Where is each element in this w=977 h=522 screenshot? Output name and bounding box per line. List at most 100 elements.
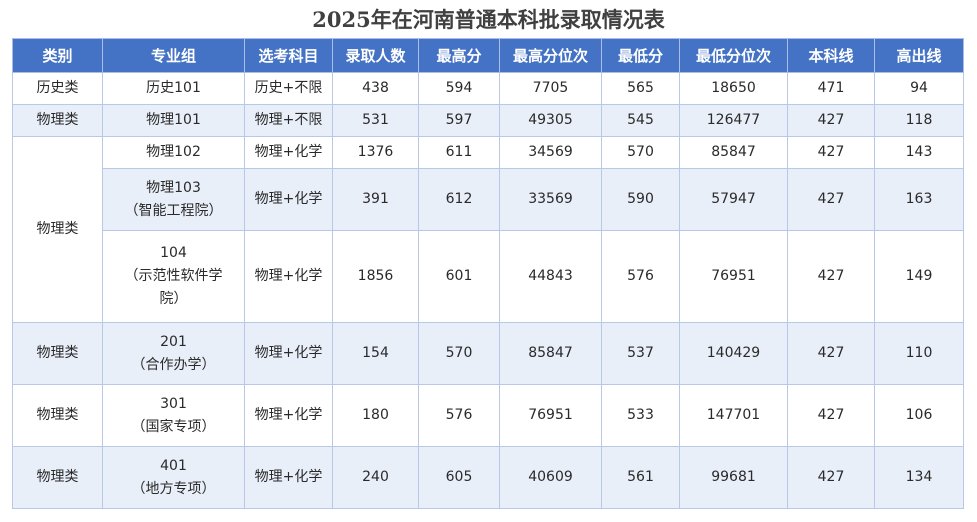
header-group: 专业组	[102, 38, 245, 73]
cell-min-score: 570	[601, 136, 680, 169]
cell-admitted: 391	[332, 168, 419, 231]
header-above-line: 高出线	[874, 38, 964, 73]
cell-line: 427	[787, 104, 875, 137]
group-line: （智能工程院）	[124, 202, 223, 219]
group-line: 104	[160, 245, 187, 261]
cell-category: 物理类	[12, 384, 103, 447]
header-max-rank: 最高分位次	[499, 38, 602, 73]
cell-above-line: 149	[874, 230, 964, 323]
table-row: 物理类 201 （合作办学） 物理+化学 154 570 85847 537 1…	[12, 322, 964, 385]
cell-subjects: 历史+不限	[244, 72, 333, 105]
cell-line: 427	[787, 322, 875, 385]
header-min-score: 最低分	[601, 38, 680, 73]
cell-subjects: 物理+化学	[244, 230, 333, 323]
group-line: 历史101	[146, 80, 201, 96]
cell-category: 物理类	[12, 446, 103, 509]
cell-above-line: 110	[874, 322, 964, 385]
cell-min-rank: 85847	[679, 136, 788, 169]
cell-min-score: 576	[601, 230, 680, 323]
header-min-rank: 最低分位次	[679, 38, 788, 73]
cell-subjects: 物理+化学	[244, 322, 333, 385]
group-line: 物理103	[146, 179, 201, 196]
admission-table: 类别 专业组 选考科目 录取人数 最高分 最高分位次 最低分 最低分位次 本科线…	[12, 38, 964, 509]
cell-group: 物理102	[102, 136, 245, 169]
table-row: 物理103 （智能工程院） 物理+化学 391 612 33569 590 57…	[13, 168, 964, 231]
table-title: 2025年在河南普通本科批录取情况表	[312, 7, 665, 32]
cell-max-score: 576	[418, 384, 500, 447]
cell-line: 427	[787, 384, 875, 447]
cell-category: 物理类	[12, 104, 103, 137]
cell-max-score: 612	[418, 168, 500, 231]
cell-subjects: 物理+不限	[244, 104, 333, 137]
group-line: （地方专项）	[131, 480, 216, 497]
cell-group: 物理103 （智能工程院）	[102, 168, 245, 231]
cell-max-score: 570	[418, 322, 500, 385]
cell-max-rank: 7705	[499, 72, 602, 105]
group-line: （国家专项）	[131, 418, 216, 435]
cell-max-score: 611	[418, 136, 500, 169]
cell-min-rank: 76951	[679, 230, 788, 323]
cell-admitted: 531	[332, 104, 419, 137]
cell-group: 301 （国家专项）	[102, 384, 245, 447]
cell-max-rank: 34569	[499, 136, 602, 169]
cell-line: 427	[787, 230, 875, 323]
group-line: 院）	[159, 291, 188, 307]
cell-min-rank: 57947	[679, 168, 788, 231]
cell-subjects: 物理+化学	[244, 136, 333, 169]
cell-above-line: 143	[874, 136, 964, 169]
cell-subjects: 物理+化学	[244, 168, 333, 231]
cell-max-score: 605	[418, 446, 500, 509]
cell-min-rank: 140429	[679, 322, 788, 385]
header-max-score: 最高分	[418, 38, 500, 73]
cell-group: 历史101	[102, 72, 245, 105]
cell-group: 物理101	[102, 104, 245, 137]
cell-min-rank: 126477	[679, 104, 788, 137]
cell-line: 427	[787, 446, 875, 509]
cell-category: 物理类	[12, 136, 103, 323]
cell-min-score: 537	[601, 322, 680, 385]
cell-max-score: 594	[418, 72, 500, 105]
header-category: 类别	[12, 38, 103, 73]
cell-min-score: 565	[601, 72, 680, 105]
cell-subjects: 物理+化学	[244, 384, 333, 447]
header-row: 类别 专业组 选考科目 录取人数 最高分 最高分位次 最低分 最低分位次 本科线…	[12, 38, 964, 73]
cell-min-score: 533	[601, 384, 680, 447]
table-row: 历史类 历史101 历史+不限 438 594 7705 565 18650 4…	[12, 72, 964, 105]
cell-above-line: 118	[874, 104, 964, 137]
cell-above-line: 163	[874, 168, 964, 231]
cell-max-rank: 49305	[499, 104, 602, 137]
cell-max-score: 597	[418, 104, 500, 137]
cell-category: 历史类	[12, 72, 103, 105]
cell-above-line: 94	[874, 72, 964, 105]
group-line: 401	[160, 457, 187, 474]
group-line: （合作办学）	[131, 356, 216, 373]
cell-group: 401 （地方专项）	[102, 446, 245, 509]
cell-subjects: 物理+化学	[244, 446, 333, 509]
group-line: （示范性软件学	[124, 268, 223, 284]
cell-max-rank: 40609	[499, 446, 602, 509]
group-line: 301	[160, 395, 187, 412]
group-line: 物理102	[146, 144, 201, 160]
cell-max-rank: 76951	[499, 384, 602, 447]
cell-max-rank: 85847	[499, 322, 602, 385]
table-row: 物理类 物理101 物理+不限 531 597 49305 545 126477…	[12, 104, 964, 137]
group-line: 201	[160, 333, 187, 350]
cell-min-score: 590	[601, 168, 680, 231]
cell-admitted: 154	[332, 322, 419, 385]
table-row: 物理类 物理102 物理+化学 1376 611 34569 570 85847…	[12, 136, 964, 323]
cell-admitted: 180	[332, 384, 419, 447]
header-subjects: 选考科目	[244, 38, 333, 73]
header-line: 本科线	[787, 38, 875, 73]
cell-line: 427	[787, 136, 875, 169]
cell-min-rank: 18650	[679, 72, 788, 105]
cell-max-rank: 33569	[499, 168, 602, 231]
group-line: 物理101	[146, 112, 201, 128]
cell-category: 物理类	[12, 322, 103, 385]
cell-min-rank: 147701	[679, 384, 788, 447]
cell-min-score: 561	[601, 446, 680, 509]
cell-admitted: 1376	[332, 136, 419, 169]
cell-admitted: 1856	[332, 230, 419, 323]
header-admitted: 录取人数	[332, 38, 419, 73]
cell-admitted: 240	[332, 446, 419, 509]
cell-line: 471	[787, 72, 875, 105]
